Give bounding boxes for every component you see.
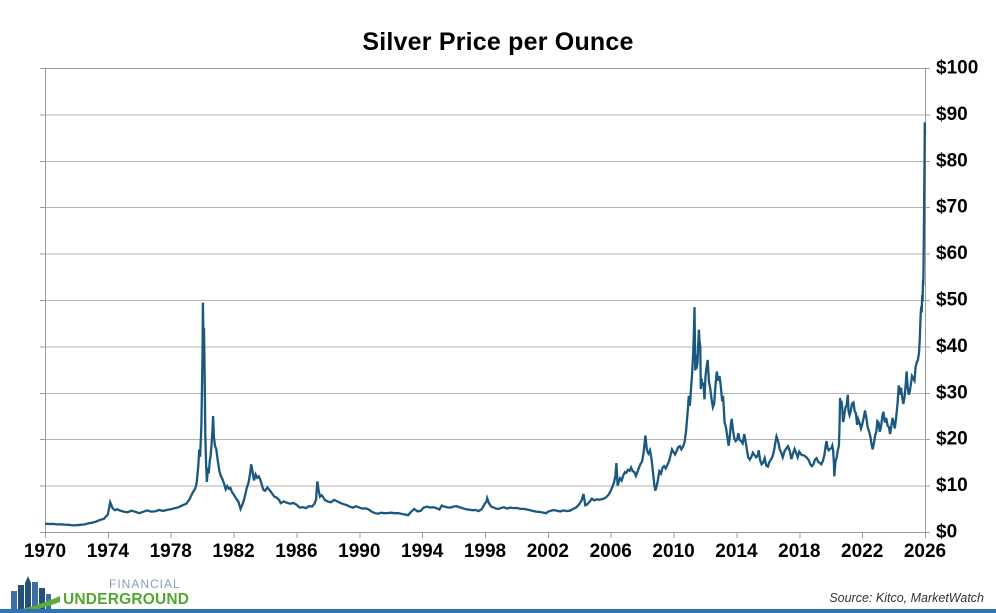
logo-text-underground: UNDERGROUND bbox=[63, 591, 190, 608]
x-axis-label: 2026 bbox=[904, 541, 946, 562]
bottom-accent-bar bbox=[0, 609, 996, 613]
x-axis-label: 1990 bbox=[338, 541, 380, 562]
y-axis-label: $0 bbox=[936, 522, 957, 543]
x-axis-label: 1994 bbox=[401, 541, 444, 562]
x-axis-label: 1982 bbox=[212, 541, 254, 562]
logo-skyline-icon bbox=[10, 576, 60, 612]
x-axis-label: 1978 bbox=[150, 541, 192, 562]
y-axis-label: $40 bbox=[936, 336, 968, 357]
y-axis-label: $10 bbox=[936, 475, 968, 496]
x-axis-label: 2010 bbox=[652, 541, 694, 562]
y-axis-label: $30 bbox=[936, 382, 968, 403]
x-axis-label: 2006 bbox=[590, 541, 632, 562]
source-attribution: Source: Kitco, MarketWatch bbox=[829, 591, 984, 605]
x-axis-label: 1970 bbox=[24, 541, 66, 562]
x-axis-label: 2014 bbox=[715, 541, 758, 562]
x-axis-label: 2002 bbox=[527, 541, 569, 562]
logo-text-financial: FINANCIAL bbox=[109, 577, 181, 591]
x-axis-label: 2018 bbox=[778, 541, 820, 562]
chart-title: Silver Price per Ounce bbox=[362, 28, 634, 56]
y-axis-label: $80 bbox=[936, 150, 968, 171]
y-axis-label: $50 bbox=[936, 290, 968, 311]
price-line bbox=[44, 122, 927, 527]
y-axis-label: $100 bbox=[936, 58, 978, 79]
y-axis-label: $90 bbox=[936, 104, 968, 125]
y-axis-label: $60 bbox=[936, 243, 968, 264]
x-axis-label: 1986 bbox=[275, 541, 317, 562]
x-axis-label: 2022 bbox=[841, 541, 883, 562]
x-axis-label: 1998 bbox=[464, 541, 506, 562]
financial-underground-logo: FINANCIAL UNDERGROUND bbox=[10, 575, 189, 612]
y-axis-label: $70 bbox=[936, 197, 968, 218]
logo-text: FINANCIAL UNDERGROUND bbox=[63, 575, 190, 609]
x-axis-label: 1974 bbox=[87, 541, 130, 562]
y-axis-label: $20 bbox=[936, 429, 968, 450]
